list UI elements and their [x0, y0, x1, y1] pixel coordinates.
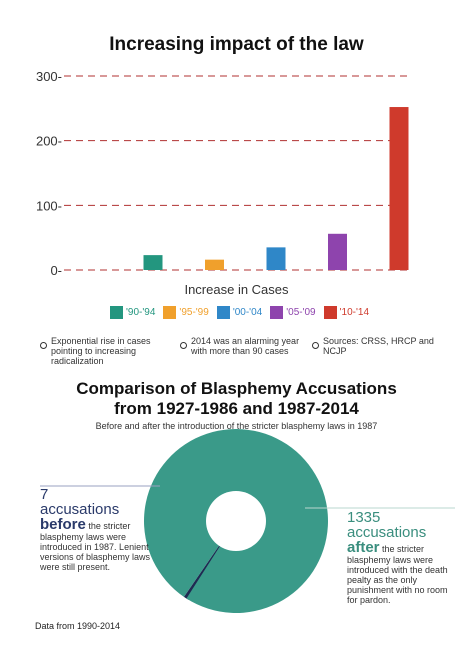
source-note: Data from 1990-2014: [35, 621, 121, 631]
left-count: 7: [40, 486, 49, 503]
pie-title-line2: from 1927-1986 and 1987-2014: [114, 399, 359, 418]
y-tick-label: 200-: [36, 134, 62, 149]
bullet-icon: [40, 342, 47, 349]
left-annotation: 7 accusations before the stricter blasph…: [40, 487, 160, 572]
legend-label: '10-'14: [339, 307, 370, 318]
note-text: 2014 was an alarming year with more than…: [191, 336, 300, 356]
pie-chart-title: Comparison of Blasphemy Accusations from…: [0, 379, 473, 419]
legend-swatch: [216, 306, 230, 319]
legend-swatch: [110, 306, 123, 319]
legend-label: '05-'09: [286, 307, 316, 318]
right-count: 1335: [347, 509, 381, 526]
legend-item: '05-'09: [270, 306, 316, 319]
right-when: after: [347, 539, 380, 556]
bar-2: [266, 247, 286, 270]
note-text: Exponential rise in cases pointing to in…: [51, 336, 151, 366]
bar-chart-title: Increasing impact of the law: [109, 34, 364, 55]
legend-swatch: [163, 306, 177, 319]
bar-0: [143, 255, 163, 270]
note-text: Sources: CRSS, HRCP and NCJP: [323, 336, 434, 356]
legend-item: '10-'14: [323, 306, 370, 319]
left-when: before: [40, 516, 86, 533]
legend-item: '95-'99: [163, 306, 209, 319]
y-tick-label: 100-: [36, 198, 62, 213]
left-word: accusations: [40, 501, 120, 518]
left-text: the stricter blasphemy laws were introdu…: [40, 521, 151, 572]
legend-swatch: [270, 306, 284, 319]
note-item: 2014 was an alarming year with more than…: [180, 336, 310, 356]
bar-1: [205, 259, 224, 270]
bar-3: [328, 233, 347, 270]
bullet-icon: [312, 342, 319, 349]
note-item: Exponential rise in cases pointing to in…: [40, 336, 165, 366]
bar-chart-xlabel: Increase in Cases: [184, 282, 289, 297]
bullet-icon: [180, 342, 187, 349]
y-tick-label: 300-: [36, 69, 62, 84]
legend-item: '00-'04: [216, 306, 263, 319]
pie-chart-subtitle: Before and after the introduction of the…: [95, 421, 378, 431]
legend-swatch: [323, 306, 337, 319]
y-tick-label: 0-: [50, 263, 62, 278]
legend-label: '95-'99: [179, 307, 209, 318]
bar-4: [389, 107, 409, 270]
bar-chart-legend: '90-'94 '95-'99 '00-'04 '05-'09 '10-'14: [110, 306, 369, 319]
legend-label: '90-'94: [126, 307, 156, 318]
donut-hole: [206, 491, 266, 551]
right-word: accusations: [347, 524, 427, 541]
pie-title-line1: Comparison of Blasphemy Accusations: [76, 379, 397, 398]
right-text: the stricter blasphemy laws were introdu…: [347, 544, 448, 605]
legend-label: '00-'04: [232, 307, 263, 318]
right-annotation: 1335 accusations after the stricter blas…: [347, 510, 457, 605]
legend-item: '90-'94: [110, 306, 155, 319]
bar-chart: 0- 100- 200- 300-: [36, 69, 412, 278]
note-item: Sources: CRSS, HRCP and NCJP: [312, 336, 442, 356]
